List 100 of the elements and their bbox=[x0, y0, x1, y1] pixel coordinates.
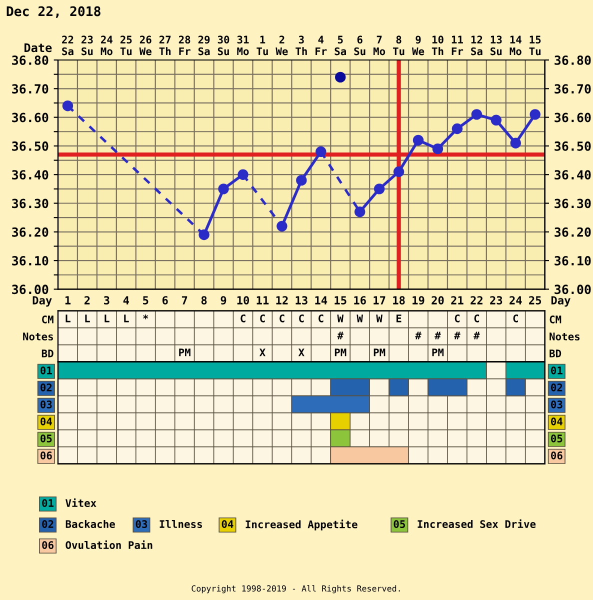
y2-tick-label: 36.30 bbox=[554, 198, 591, 208]
text: Illness bbox=[160, 520, 202, 528]
category-label: 04 bbox=[222, 520, 234, 528]
x-tick-label: 6 Su bbox=[354, 36, 366, 56]
y-tick-label: 36.10 bbox=[12, 256, 48, 266]
point bbox=[198, 229, 210, 240]
y-tick-label: 01 bbox=[40, 366, 52, 374]
y-tick-label: 04 bbox=[40, 418, 52, 426]
x-tick-label: 29 Sa bbox=[198, 36, 210, 56]
x-tick-label: 12 bbox=[276, 296, 288, 304]
text: C bbox=[280, 314, 284, 322]
text: # bbox=[454, 332, 460, 340]
y-tick-label: 03 bbox=[40, 400, 52, 408]
x-tick-label: 1 bbox=[65, 296, 71, 304]
point bbox=[296, 174, 307, 186]
text: PM bbox=[374, 348, 386, 356]
y2-tick-label: 36.00 bbox=[554, 284, 591, 294]
y2-tick-label: Notes bbox=[550, 332, 580, 340]
x-tick-label: 21 bbox=[451, 296, 464, 304]
text: # bbox=[337, 332, 344, 340]
x-tick-label: 24 bbox=[510, 296, 522, 304]
text: # bbox=[474, 332, 480, 340]
point bbox=[238, 169, 248, 180]
text: Ovulation Pain bbox=[66, 540, 152, 550]
x-tick-label: 4 bbox=[123, 296, 129, 304]
text: C bbox=[513, 314, 518, 322]
x-tick-label: 27 Th bbox=[159, 36, 171, 56]
text: L bbox=[66, 314, 70, 322]
x-tick-label: 23 bbox=[490, 296, 502, 304]
x-axis-title: Day bbox=[32, 296, 52, 307]
category-label: 04 bbox=[551, 418, 562, 426]
x-tick-label: 4 Fr bbox=[316, 36, 327, 56]
x-tick-label: 3 bbox=[104, 296, 110, 304]
x-tick-label: 28 Fr bbox=[178, 36, 190, 56]
x-tick-label: 9 We bbox=[412, 36, 424, 56]
y-tick-label: 36.60 bbox=[12, 112, 48, 122]
y-tick-label: 02 bbox=[40, 384, 52, 392]
y-tick-label: 36.70 bbox=[12, 84, 48, 94]
text: L bbox=[124, 314, 129, 322]
y2-tick-label: 36.40 bbox=[554, 170, 591, 180]
text: C bbox=[260, 314, 265, 322]
point bbox=[316, 146, 326, 158]
x-tick-label: 15 Tu bbox=[529, 36, 541, 56]
y2-tick-label: CM bbox=[550, 316, 562, 324]
category-label: 03 bbox=[136, 520, 148, 528]
x-tick-label: 15 bbox=[334, 296, 346, 304]
x-tick-label: 14 Mo bbox=[510, 36, 522, 56]
x-tick-label: 1 Tu bbox=[256, 36, 268, 56]
x-tick-label: 30 Su bbox=[218, 36, 230, 56]
text: PM bbox=[334, 348, 346, 356]
point bbox=[218, 184, 229, 194]
text: PM bbox=[432, 348, 444, 356]
text: Backache bbox=[66, 520, 115, 528]
x-tick-label: 13 Su bbox=[490, 36, 502, 56]
y2-tick-label: 36.60 bbox=[554, 112, 591, 122]
x-tick-label: 6 bbox=[162, 296, 168, 305]
x-tick-label: 18 bbox=[393, 296, 405, 304]
x-tick-label: 3 Th bbox=[296, 36, 307, 56]
text: PM bbox=[179, 348, 190, 356]
text: W bbox=[337, 314, 344, 322]
category-label: 05 bbox=[394, 520, 405, 528]
x-tick-label: 11 Fr bbox=[452, 36, 464, 56]
x-tick-label: 22 bbox=[470, 296, 482, 304]
text: C bbox=[299, 314, 304, 322]
text: X bbox=[298, 348, 304, 356]
x-tick-label: 16 bbox=[354, 296, 366, 305]
x-tick-label: 20 bbox=[432, 296, 444, 304]
x-tick-label: 11 bbox=[256, 296, 269, 304]
y2-tick-label: 36.20 bbox=[554, 227, 591, 237]
text: L bbox=[104, 314, 110, 322]
x-tick-label: 22 Sa bbox=[62, 36, 74, 56]
text: # bbox=[434, 332, 441, 340]
y-tick-label: BD bbox=[42, 350, 54, 358]
x-tick-label: 8 bbox=[201, 296, 207, 304]
y-tick-label: 06 bbox=[40, 452, 52, 460]
text: W bbox=[376, 314, 382, 322]
x-tick-label: 8 Tu bbox=[392, 36, 404, 56]
text: W bbox=[356, 314, 363, 322]
point bbox=[62, 100, 74, 112]
x-tick-label: 25 Tu bbox=[120, 36, 132, 56]
text: C bbox=[474, 314, 480, 322]
x-tick-label: 10 bbox=[237, 296, 250, 304]
y2-tick-label: BD bbox=[550, 350, 562, 358]
text: * bbox=[143, 314, 148, 320]
text: Day bbox=[551, 296, 570, 307]
x-tick-label: 19 bbox=[412, 296, 424, 305]
x-tick-label: 31 Mo bbox=[237, 36, 249, 56]
category-label: 06 bbox=[551, 452, 562, 460]
text: C bbox=[240, 314, 246, 322]
x-tick-label: 9 bbox=[220, 296, 226, 305]
x-tick-label: 10 Th bbox=[432, 36, 444, 56]
text: C bbox=[454, 314, 460, 322]
category-label: 02 bbox=[551, 384, 562, 392]
x-tick-label: 7 Mo bbox=[373, 36, 386, 56]
y-tick-label: 36.80 bbox=[12, 55, 48, 65]
x-tick-label: 5 Sa bbox=[334, 36, 346, 56]
text: Copyright 1998-2019 - All Rights Reserved. bbox=[192, 585, 400, 594]
y-tick-label: 36.40 bbox=[12, 170, 48, 180]
text: X bbox=[259, 348, 266, 356]
text: L bbox=[85, 314, 90, 322]
